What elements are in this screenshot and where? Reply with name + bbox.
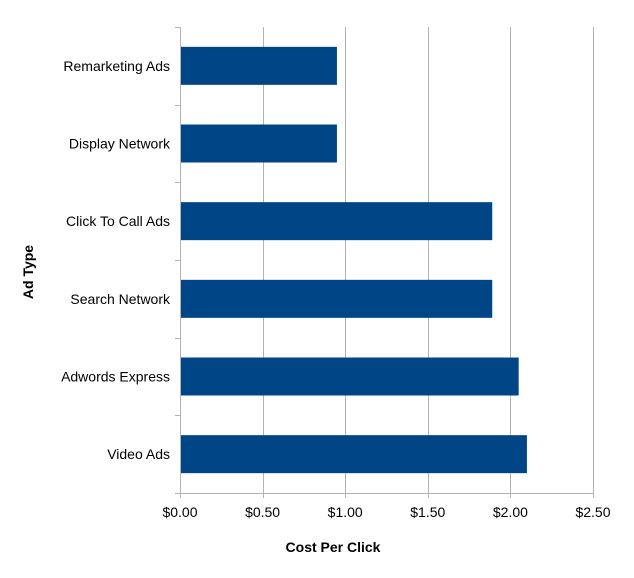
bar-remarketing-ads [181, 46, 337, 85]
y-tick-label: Display Network [69, 136, 171, 152]
x-tick-label: $1.50 [410, 504, 445, 520]
y-tick-label: Click To Call Ads [66, 213, 170, 229]
bar-display-network [181, 124, 337, 163]
bar-video-ads [181, 435, 527, 474]
x-tick-labels: $0.00 $0.50 $1.00 $1.50 $2.00 $2.50 [162, 504, 610, 520]
x-axis-title: Cost Per Click [286, 539, 381, 555]
bar-adwords-express [181, 357, 519, 396]
x-tick-label: $2.00 [493, 504, 528, 520]
y-tick-label: Remarketing Ads [63, 58, 170, 74]
y-tick-labels: Remarketing Ads Display Network Click To C… [61, 58, 171, 462]
y-tick-label: Adwords Express [61, 369, 170, 385]
x-tick-label: $0.50 [245, 504, 280, 520]
y-tick-label: Video Ads [107, 446, 170, 462]
bar-search-network [181, 279, 493, 318]
bar-click-to-call-ads [181, 202, 493, 241]
y-axis-title: Ad Type [20, 245, 36, 299]
x-tick-label: $2.50 [575, 504, 610, 520]
y-tick-label: Search Network [70, 291, 171, 307]
x-tick-label: $0.00 [162, 504, 197, 520]
axes [175, 27, 594, 498]
bars [181, 46, 527, 474]
grid [263, 27, 594, 493]
x-tick-label: $1.00 [328, 504, 363, 520]
